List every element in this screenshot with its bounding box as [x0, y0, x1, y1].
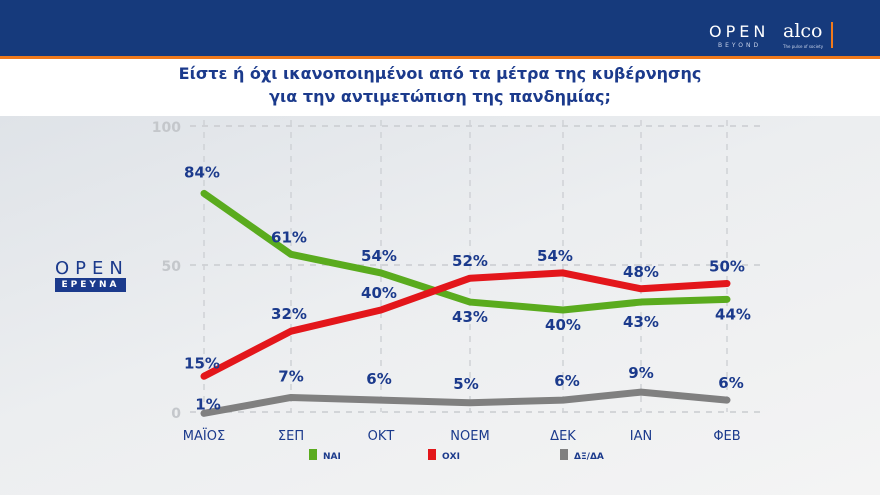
title-line-1: Είστε ή όχι ικανοποιημένοι από τα μέτρα … — [178, 64, 702, 83]
open-erevna-logo: OPEN — [55, 258, 129, 279]
y-tick-label: 100 — [152, 120, 181, 136]
series-line-2 — [200, 388, 731, 417]
open-logo: OPEN — [709, 22, 770, 41]
data-label: 1% — [195, 395, 220, 413]
data-label: 40% — [545, 316, 581, 334]
data-label: 50% — [709, 258, 745, 276]
legend-label: ΝΑΙ — [323, 452, 341, 462]
chart-title: Είστε ή όχι ικανοποιημένοι από τα μέτρα … — [0, 62, 880, 108]
data-label: 54% — [361, 247, 397, 265]
data-label: 40% — [361, 284, 397, 302]
x-tick-label: ΜΑΪΟΣ — [183, 428, 225, 444]
series-line-0 — [200, 189, 731, 314]
legend-swatch — [560, 449, 568, 460]
data-label: 6% — [718, 374, 743, 392]
chart-background — [0, 116, 880, 495]
data-label: 43% — [452, 308, 488, 326]
legend-label: ΔΞ/ΔΑ — [574, 452, 604, 462]
data-label: 15% — [184, 354, 220, 372]
y-tick-label: 50 — [162, 259, 182, 275]
open-beyond-text: BEYOND — [718, 42, 762, 49]
data-label: 9% — [628, 364, 653, 382]
title-line-2: για την αντιμετώπιση της πανδημίας; — [269, 87, 611, 106]
data-label: 48% — [623, 263, 659, 281]
series-line-1 — [200, 269, 731, 380]
data-label: 61% — [271, 228, 307, 246]
data-label: 32% — [271, 305, 307, 323]
alco-tagline: The pulse of society — [783, 44, 824, 49]
data-label: 5% — [453, 375, 478, 393]
x-tick-label: ΝΟΕΜ — [450, 429, 489, 444]
data-label: 52% — [452, 252, 488, 270]
legend-swatch — [309, 449, 317, 460]
legend-swatch — [428, 449, 436, 460]
y-tick-label: 0 — [171, 406, 181, 422]
data-label: 44% — [715, 305, 751, 323]
x-tick-label: ΟΚΤ — [368, 429, 395, 444]
open-erevna-badge: ΕΡΕΥΝΑ — [55, 278, 126, 292]
x-tick-label: ΦΕΒ — [713, 429, 740, 444]
x-tick-label: ΙΑΝ — [630, 429, 652, 444]
header-accent-line — [0, 56, 880, 59]
data-label: 6% — [366, 370, 391, 388]
data-label: 6% — [554, 372, 579, 390]
alco-divider — [831, 22, 833, 48]
x-tick-label: ΔΕΚ — [550, 429, 576, 444]
data-label: 7% — [278, 367, 303, 385]
x-tick-label: ΣΕΠ — [278, 429, 304, 444]
legend-label: ΟΧΙ — [442, 452, 460, 462]
alco-logo: alco — [783, 20, 823, 42]
data-label: 43% — [623, 313, 659, 331]
data-label: 54% — [537, 247, 573, 265]
data-label: 84% — [184, 163, 220, 181]
header-bar — [0, 0, 880, 56]
